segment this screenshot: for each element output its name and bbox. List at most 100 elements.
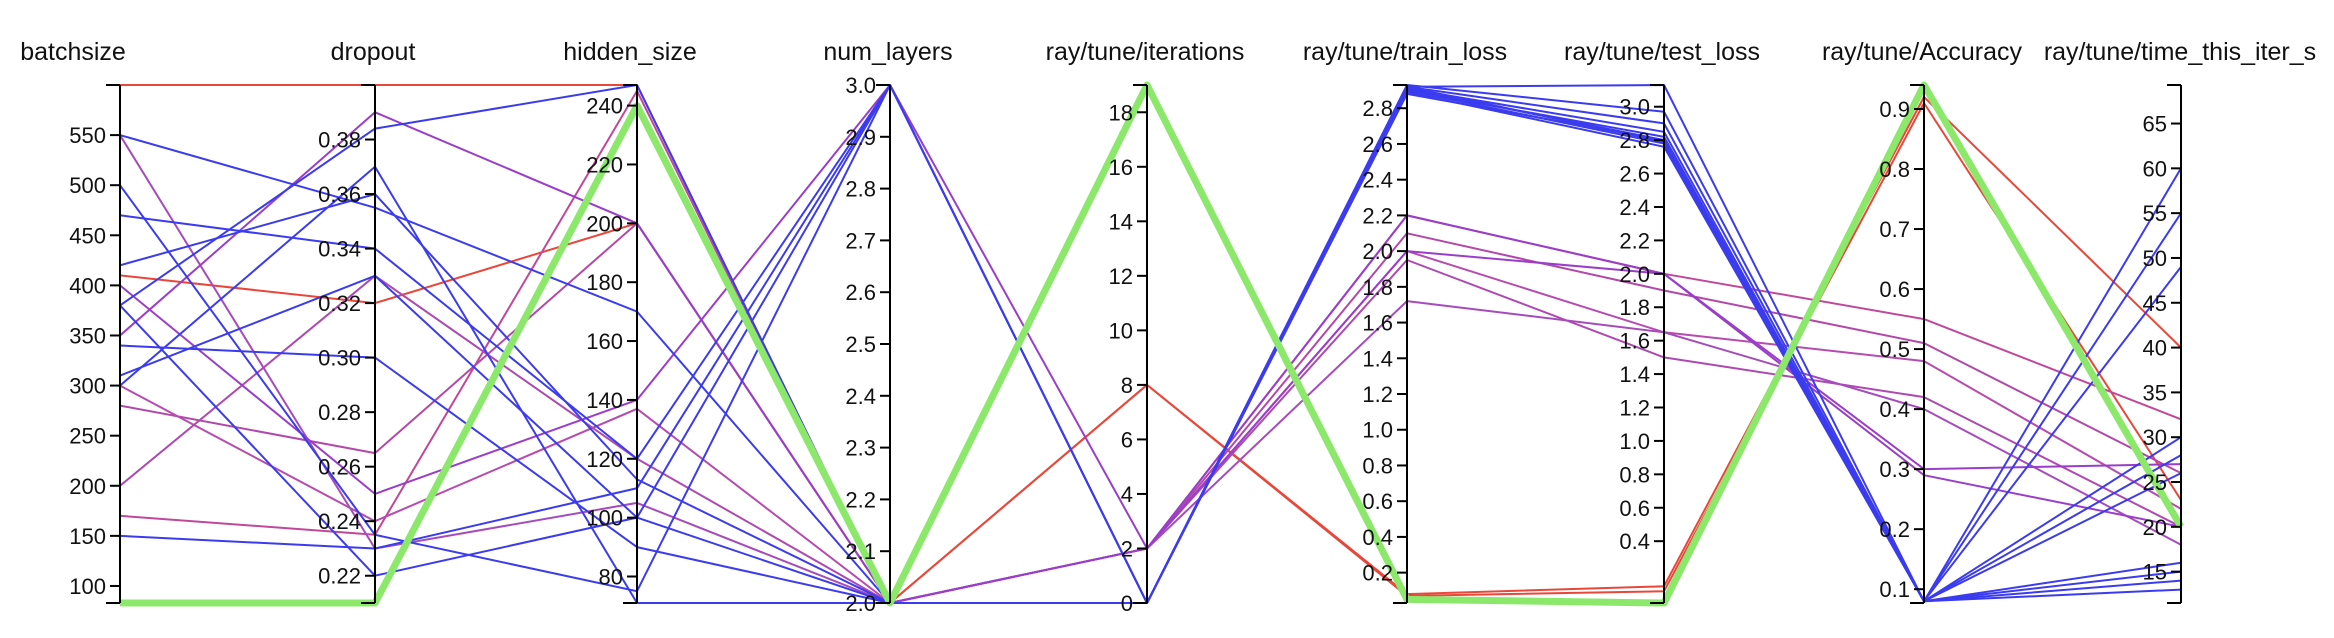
tick-label: 1.6 bbox=[1619, 329, 1650, 354]
axis-title: ray/tune/Accuracy bbox=[1822, 38, 2023, 66]
record-line bbox=[119, 84, 2182, 604]
tick-label: 140 bbox=[586, 388, 623, 413]
record-line bbox=[119, 102, 2182, 604]
tick-label: 0.2 bbox=[1362, 561, 1393, 586]
tick-label: 250 bbox=[69, 424, 106, 449]
axis-ray-tune-accuracy: 0.1 0.2 0.3 0.4 0.5 0.6 0.7 0.8 0.9 ray/tune/Accu… bbox=[1822, 38, 2023, 604]
tick-label: 150 bbox=[69, 524, 106, 549]
tick-label: 500 bbox=[69, 173, 106, 198]
tick-label: 6 bbox=[1121, 427, 1133, 452]
tick-label: 0.6 bbox=[1362, 489, 1393, 514]
axis-title: num_layers bbox=[823, 38, 952, 66]
axis-ray-tune-test-loss: 0.4 0.6 0.8 1.0 1.2 1.4 1.6 1.8 2.0 2.2 2.4 2.6 2.8 3… bbox=[1564, 38, 1760, 604]
record-line bbox=[119, 84, 2182, 604]
tick-label: 10 bbox=[1109, 318, 1133, 343]
tick-label: 0.38 bbox=[318, 128, 361, 153]
tick-label: 1.8 bbox=[1619, 295, 1650, 320]
tick-label: 0.9 bbox=[1879, 97, 1910, 122]
tick-label: 1.4 bbox=[1619, 362, 1650, 387]
tick-label: 0.30 bbox=[318, 346, 361, 371]
tick-label: 0.6 bbox=[1879, 277, 1910, 302]
tick-label: 1.2 bbox=[1619, 395, 1650, 420]
tick-label: 60 bbox=[2143, 156, 2167, 181]
tick-label: 2.7 bbox=[845, 228, 876, 253]
tick-label: 550 bbox=[69, 123, 106, 148]
axis-title: ray/tune/train_loss bbox=[1303, 38, 1507, 66]
axis-title: dropout bbox=[331, 38, 416, 66]
tick-label: 0.2 bbox=[1879, 517, 1910, 542]
tick-label: 1.2 bbox=[1362, 382, 1393, 407]
tick-label: 2.9 bbox=[845, 125, 876, 150]
axis-ray-tune-iterations: 0 2 4 6 8 10 12 14 16 18 ray/tune/iterations bbox=[1046, 38, 1245, 616]
tick-label: 2.0 bbox=[1619, 262, 1650, 287]
tick-label: 3.0 bbox=[845, 73, 876, 98]
axis-dropout: 0.22 0.24 0.26 0.28 0.30 0.32 0.34 0.36 0.38 drop… bbox=[318, 38, 416, 604]
tick-label: 0.4 bbox=[1879, 397, 1910, 422]
tick-label: 200 bbox=[69, 474, 106, 499]
tick-label: 180 bbox=[586, 270, 623, 295]
tick-label: 15 bbox=[2143, 560, 2167, 585]
axis-num-layers: 2.0 2.1 2.2 2.3 2.4 2.5 2.6 2.7 2.8 2.9 3.0 num_lay… bbox=[823, 38, 952, 616]
tick-label: 2.0 bbox=[845, 591, 876, 616]
tick-label: 2.2 bbox=[845, 487, 876, 512]
tick-label: 2.0 bbox=[1362, 239, 1393, 264]
tick-label: 0.24 bbox=[318, 509, 361, 534]
tick-label: 2.8 bbox=[845, 177, 876, 202]
tick-label: 40 bbox=[2143, 336, 2167, 361]
record-line bbox=[119, 84, 2182, 604]
tick-label: 2.4 bbox=[1362, 168, 1393, 193]
tick-label: 65 bbox=[2143, 112, 2167, 137]
axis-title: batchsize bbox=[20, 38, 126, 66]
tick-label: 0.34 bbox=[318, 237, 361, 262]
tick-label: 45 bbox=[2143, 291, 2167, 316]
tick-label: 0.26 bbox=[318, 455, 361, 480]
tick-label: 0.28 bbox=[318, 400, 361, 425]
record-line bbox=[119, 91, 2182, 604]
tick-label: 400 bbox=[69, 273, 106, 298]
tick-label: 2.8 bbox=[1619, 128, 1650, 153]
tick-label: 1.0 bbox=[1619, 429, 1650, 454]
tick-label: 2.6 bbox=[1362, 132, 1393, 157]
tick-label: 12 bbox=[1109, 264, 1133, 289]
record-line bbox=[119, 89, 2182, 604]
tick-label: 0.4 bbox=[1619, 529, 1650, 554]
axis-hidden-size: 80 100 120 140 160 180 200 220 240 hidden_size bbox=[563, 38, 697, 604]
record-line bbox=[119, 89, 2182, 604]
record-line bbox=[119, 89, 2182, 604]
axis-ray-tune-time-this-iter-s: 15 20 25 30 35 40 45 50 55 60 65 ray/tune/time_this… bbox=[2044, 38, 2316, 604]
tick-label: 160 bbox=[586, 329, 623, 354]
tick-label: 0 bbox=[1121, 591, 1133, 616]
tick-label: 50 bbox=[2143, 246, 2167, 271]
tick-label: 0.7 bbox=[1879, 217, 1910, 242]
tick-label: 4 bbox=[1121, 482, 1133, 507]
axis-title: ray/tune/test_loss bbox=[1564, 38, 1760, 66]
tick-label: 350 bbox=[69, 323, 106, 348]
axis-title: ray/tune/time_this_iter_s bbox=[2044, 38, 2316, 66]
tick-label: 35 bbox=[2143, 380, 2167, 405]
tick-label: 0.22 bbox=[318, 564, 361, 589]
record-line bbox=[120, 81, 2185, 607]
tick-label: 0.8 bbox=[1879, 157, 1910, 182]
tick-label: 100 bbox=[586, 506, 623, 531]
tick-label: 2.5 bbox=[845, 332, 876, 357]
tick-label: 0.8 bbox=[1619, 462, 1650, 487]
tick-label: 2.6 bbox=[845, 280, 876, 305]
tick-label: 20 bbox=[2143, 515, 2167, 540]
record-line bbox=[120, 84, 2182, 604]
axis-title: ray/tune/iterations bbox=[1046, 38, 1245, 66]
tick-label: 2.3 bbox=[845, 436, 876, 461]
axis-title: hidden_size bbox=[563, 38, 696, 66]
tick-label: 200 bbox=[586, 211, 623, 236]
axes-layer: 100150200250300350400450500550batchsize0… bbox=[20, 38, 2316, 616]
tick-label: 2.2 bbox=[1619, 228, 1650, 253]
tick-label: 2 bbox=[1121, 536, 1133, 561]
tick-label: 2.4 bbox=[845, 384, 876, 409]
tick-label: 0.3 bbox=[1879, 457, 1910, 482]
tick-label: 30 bbox=[2143, 425, 2167, 450]
tick-label: 0.1 bbox=[1879, 577, 1910, 602]
record-line bbox=[119, 134, 2182, 604]
tick-label: 0.32 bbox=[318, 291, 361, 316]
record-line bbox=[119, 87, 2182, 604]
tick-label: 120 bbox=[586, 447, 623, 472]
